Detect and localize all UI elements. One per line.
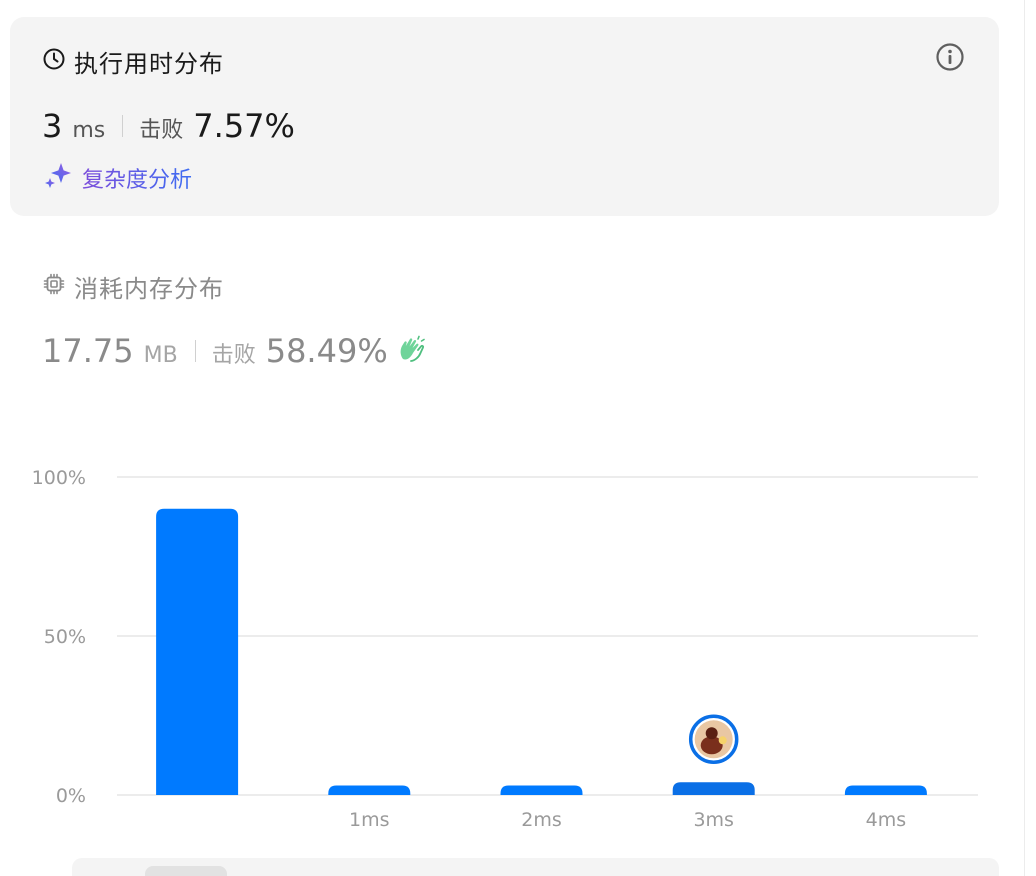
runtime-title: 执行用时分布	[74, 49, 224, 78]
x-axis-ticks: 1ms 2ms 3ms 4ms	[349, 809, 906, 831]
memory-beats-value: 58.49%	[265, 332, 388, 370]
x-tick-label: 4ms	[866, 809, 907, 831]
clock-icon	[42, 47, 66, 75]
user-avatar[interactable]	[688, 714, 739, 765]
chart-bars[interactable]	[156, 508, 927, 795]
clap-icon	[396, 334, 426, 368]
sparkle-icon	[42, 160, 74, 196]
runtime-distribution-chart: 0% 50% 100% 1ms 2ms 3ms 4ms	[32, 467, 978, 831]
runtime-metric-row: 3 ms 击败 7.57%	[42, 107, 295, 145]
y-tick-label: 100%	[32, 467, 86, 489]
metric-divider	[194, 340, 196, 362]
y-tick-label: 0%	[56, 785, 86, 807]
user-marker[interactable]	[688, 714, 739, 765]
y-axis-ticks: 0% 50% 100%	[32, 467, 86, 807]
bottom-tab-handle[interactable]	[145, 866, 227, 876]
runtime-beats-label: 击败	[139, 118, 184, 143]
bar[interactable]	[156, 508, 239, 795]
chip-icon	[42, 272, 66, 300]
runtime-title-row: 执行用时分布	[42, 45, 224, 78]
runtime-value: 3	[42, 107, 63, 145]
bar[interactable]	[500, 785, 583, 795]
x-tick-label: 1ms	[349, 809, 390, 831]
avatar-head	[705, 727, 718, 740]
runtime-card[interactable]: 执行用时分布 3 ms 击败 7.57%	[10, 17, 999, 216]
memory-unit: MB	[143, 343, 178, 368]
bar[interactable]	[844, 785, 927, 795]
memory-title-row[interactable]: 消耗内存分布	[42, 270, 224, 303]
memory-beats-label: 击败	[211, 343, 256, 368]
y-tick-label: 50%	[44, 626, 86, 648]
scrollbar-track[interactable]	[1024, 0, 1036, 876]
avatar-figure	[700, 736, 723, 755]
complexity-analysis-link[interactable]: 复杂度分析	[42, 161, 192, 195]
bar[interactable]	[672, 782, 755, 795]
avatar-highlight	[718, 736, 727, 745]
memory-value: 17.75	[42, 332, 134, 370]
metric-divider	[122, 115, 124, 137]
bottom-panel	[72, 858, 999, 876]
memory-title: 消耗内存分布	[74, 274, 224, 303]
runtime-beats-value: 7.57%	[193, 107, 295, 145]
memory-metric-row[interactable]: 17.75 MB 击败 58.49%	[42, 332, 426, 370]
x-tick-label: 3ms	[693, 809, 734, 831]
info-icon[interactable]	[935, 42, 965, 72]
bar[interactable]	[328, 785, 411, 795]
chart-grid	[117, 476, 978, 796]
x-tick-label: 2ms	[521, 809, 562, 831]
runtime-unit: ms	[72, 118, 106, 143]
complexity-analysis-label: 复杂度分析	[82, 162, 192, 194]
